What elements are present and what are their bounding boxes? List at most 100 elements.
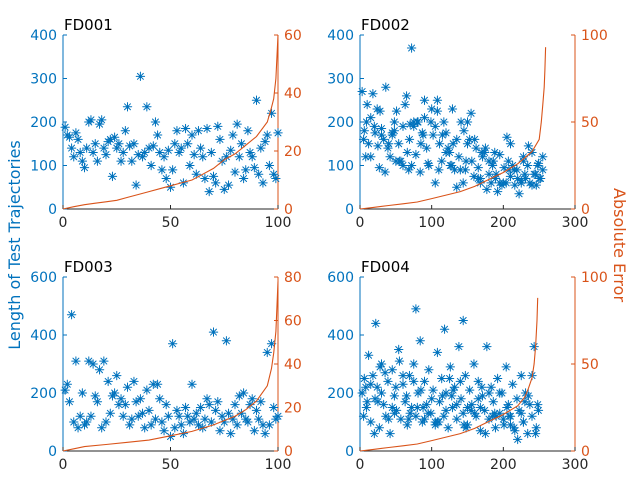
scatter-point bbox=[441, 405, 451, 416]
scatter-point bbox=[394, 139, 404, 149]
scatter-point bbox=[495, 408, 505, 418]
scatter-point bbox=[398, 379, 408, 389]
x-tick-label: 100 bbox=[418, 457, 445, 473]
scatter-point bbox=[402, 420, 412, 430]
scatter-point bbox=[84, 356, 94, 366]
scatter-point bbox=[133, 411, 143, 421]
scatter-point bbox=[122, 382, 133, 392]
scatter-point bbox=[421, 143, 432, 153]
scatter-point bbox=[394, 344, 404, 355]
scatter-point bbox=[426, 394, 437, 404]
scatter-point bbox=[475, 173, 486, 184]
scatter-point bbox=[114, 139, 124, 149]
scatter-point bbox=[523, 141, 534, 151]
scatter-point bbox=[262, 347, 272, 358]
scatter-point bbox=[416, 139, 426, 149]
scatter-point bbox=[131, 180, 141, 190]
y-tick-label-right: 0 bbox=[581, 444, 590, 460]
scatter-point bbox=[366, 379, 376, 389]
scatter-point bbox=[398, 370, 408, 381]
scatter-point bbox=[193, 126, 204, 136]
scatter-point bbox=[155, 147, 165, 158]
scatter-point bbox=[385, 152, 395, 162]
scatter-point bbox=[469, 408, 480, 418]
y-tick-label-right: 80 bbox=[284, 270, 302, 286]
scatter-point bbox=[86, 411, 96, 421]
scatter-point bbox=[165, 431, 176, 442]
scatter-point bbox=[215, 134, 225, 145]
scatter-point bbox=[452, 134, 462, 145]
scatter-point bbox=[137, 152, 148, 162]
scatter-point bbox=[444, 373, 455, 384]
scatter-point bbox=[381, 82, 391, 92]
scatter-point bbox=[466, 108, 476, 118]
scatter-point bbox=[454, 152, 464, 162]
y-tick-label-right: 0 bbox=[284, 202, 293, 218]
scatter-point bbox=[88, 359, 98, 369]
scatter-point bbox=[538, 165, 548, 175]
scatter-point bbox=[530, 169, 541, 179]
y-tick-label-left: 200 bbox=[30, 386, 57, 402]
scatter-point bbox=[195, 402, 206, 413]
scatter-point bbox=[509, 423, 519, 433]
scatter-point bbox=[161, 173, 171, 184]
scatter-point bbox=[185, 417, 195, 427]
scatter-point bbox=[419, 376, 430, 387]
scatter-point bbox=[202, 394, 212, 404]
scatter-point bbox=[523, 160, 533, 171]
scatter-point bbox=[241, 414, 251, 424]
scatter-point bbox=[373, 397, 383, 407]
scatter-point bbox=[520, 173, 531, 184]
scatter-point bbox=[200, 414, 210, 424]
panel-title: FD004 bbox=[361, 258, 410, 276]
scatter-point bbox=[452, 182, 462, 192]
error-line bbox=[62, 281, 279, 452]
scatter-point bbox=[507, 379, 518, 389]
scatter-point bbox=[73, 423, 83, 433]
scatter-point bbox=[430, 121, 440, 132]
scatter-point bbox=[361, 402, 372, 413]
scatter-point bbox=[361, 382, 371, 392]
scatter-point bbox=[406, 402, 417, 413]
panel-title: FD002 bbox=[361, 16, 410, 34]
scatter-point bbox=[512, 434, 523, 445]
y-tick-label-left: 600 bbox=[30, 270, 57, 286]
scatter-point bbox=[183, 139, 193, 149]
scatter-point bbox=[505, 139, 516, 149]
scatter-point bbox=[120, 399, 131, 410]
scatter-point bbox=[92, 156, 103, 166]
y-axis-label-left: Length of Test Trajectories bbox=[5, 140, 24, 350]
scatter-point bbox=[155, 394, 165, 404]
scatter-point bbox=[434, 397, 445, 407]
scatter-point bbox=[253, 414, 264, 424]
x-tick-label: 200 bbox=[490, 457, 517, 473]
scatter-point bbox=[180, 402, 191, 413]
scatter-point bbox=[176, 143, 186, 153]
scatter-point bbox=[406, 160, 417, 171]
scatter-point bbox=[376, 123, 387, 134]
scatter-point bbox=[512, 394, 522, 404]
scatter-point bbox=[520, 397, 530, 407]
scatter-point bbox=[122, 102, 133, 112]
scatter-point bbox=[191, 169, 201, 179]
scatter-point bbox=[221, 336, 232, 346]
scatter-point bbox=[146, 160, 156, 171]
scatter-point bbox=[62, 379, 72, 389]
scatter-point bbox=[432, 347, 443, 358]
scatter-point bbox=[94, 119, 105, 129]
scatter-point bbox=[538, 152, 548, 162]
scatter-point bbox=[533, 160, 543, 171]
y-tick-label-right: 100 bbox=[581, 28, 608, 44]
scatter-point bbox=[387, 402, 397, 413]
y-tick-label-left: 100 bbox=[327, 159, 354, 175]
scatter-point bbox=[529, 341, 539, 352]
scatter-point bbox=[273, 128, 283, 138]
scatter-point bbox=[401, 391, 412, 401]
scatter-point bbox=[495, 388, 505, 398]
scatter-point bbox=[217, 411, 227, 421]
scatter-point bbox=[510, 180, 520, 190]
scatter-point bbox=[258, 420, 268, 430]
scatter-point bbox=[366, 112, 376, 123]
scatter-point bbox=[491, 169, 501, 179]
